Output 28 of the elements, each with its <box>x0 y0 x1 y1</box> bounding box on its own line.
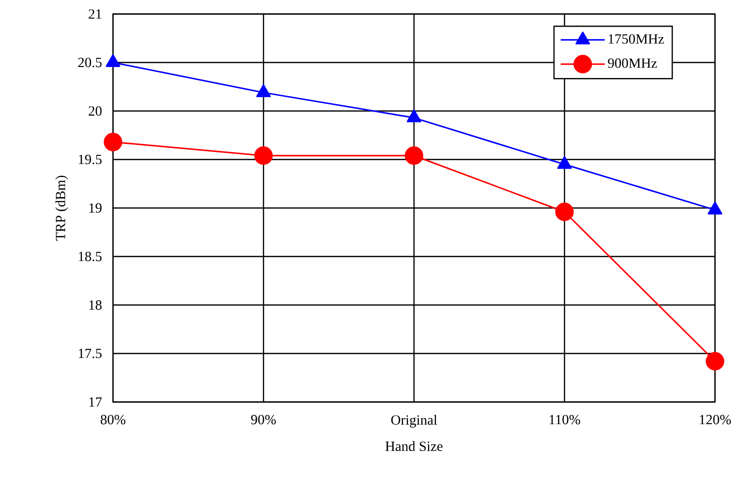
point <box>404 146 424 165</box>
y-axis-title: TRP (dBm) <box>55 176 68 241</box>
point <box>557 156 572 169</box>
point <box>254 146 273 165</box>
y-tick-label: 20.5 <box>78 58 102 68</box>
y-tick-label: 18 <box>89 300 102 310</box>
x-tick-label: 120% <box>700 414 731 424</box>
x-tick-label: 110% <box>550 414 580 424</box>
legend-label: 1750MHz <box>608 34 664 44</box>
legend-label: 900MHz <box>608 58 657 68</box>
y-tick-label: 19.5 <box>78 154 102 164</box>
x-tick-label: 80% <box>100 414 126 424</box>
y-tick-label: 19 <box>89 203 102 213</box>
point <box>104 132 122 152</box>
point <box>708 202 722 214</box>
point <box>106 54 120 67</box>
point <box>406 110 422 122</box>
y-tick-label: 20 <box>88 106 102 116</box>
x-tick-label: Original <box>391 414 438 428</box>
y-tick-label: 18.5 <box>78 252 102 262</box>
y-tick-label: 17.5 <box>78 348 102 358</box>
point <box>706 352 724 371</box>
y-tick-label: 17 <box>89 397 102 407</box>
x-tick-label: 90% <box>251 414 276 424</box>
point <box>256 84 271 98</box>
y-tick-label: 21 <box>88 9 102 19</box>
point <box>555 202 574 222</box>
x-axis-title: Hand Size <box>385 441 442 451</box>
